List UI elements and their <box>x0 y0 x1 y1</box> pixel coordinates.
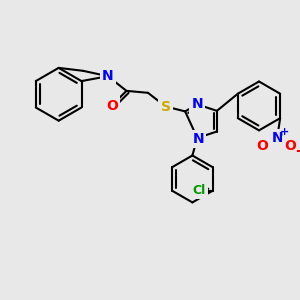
Text: -: - <box>296 143 300 158</box>
Text: O: O <box>284 139 296 152</box>
Text: N: N <box>272 131 283 145</box>
Text: +: + <box>279 127 289 137</box>
Text: O: O <box>106 98 118 112</box>
Text: Cl: Cl <box>192 184 206 197</box>
Text: S: S <box>160 100 171 113</box>
Text: O: O <box>256 139 268 152</box>
Text: N: N <box>191 98 203 111</box>
Text: N: N <box>192 132 204 146</box>
Text: N: N <box>102 69 114 83</box>
